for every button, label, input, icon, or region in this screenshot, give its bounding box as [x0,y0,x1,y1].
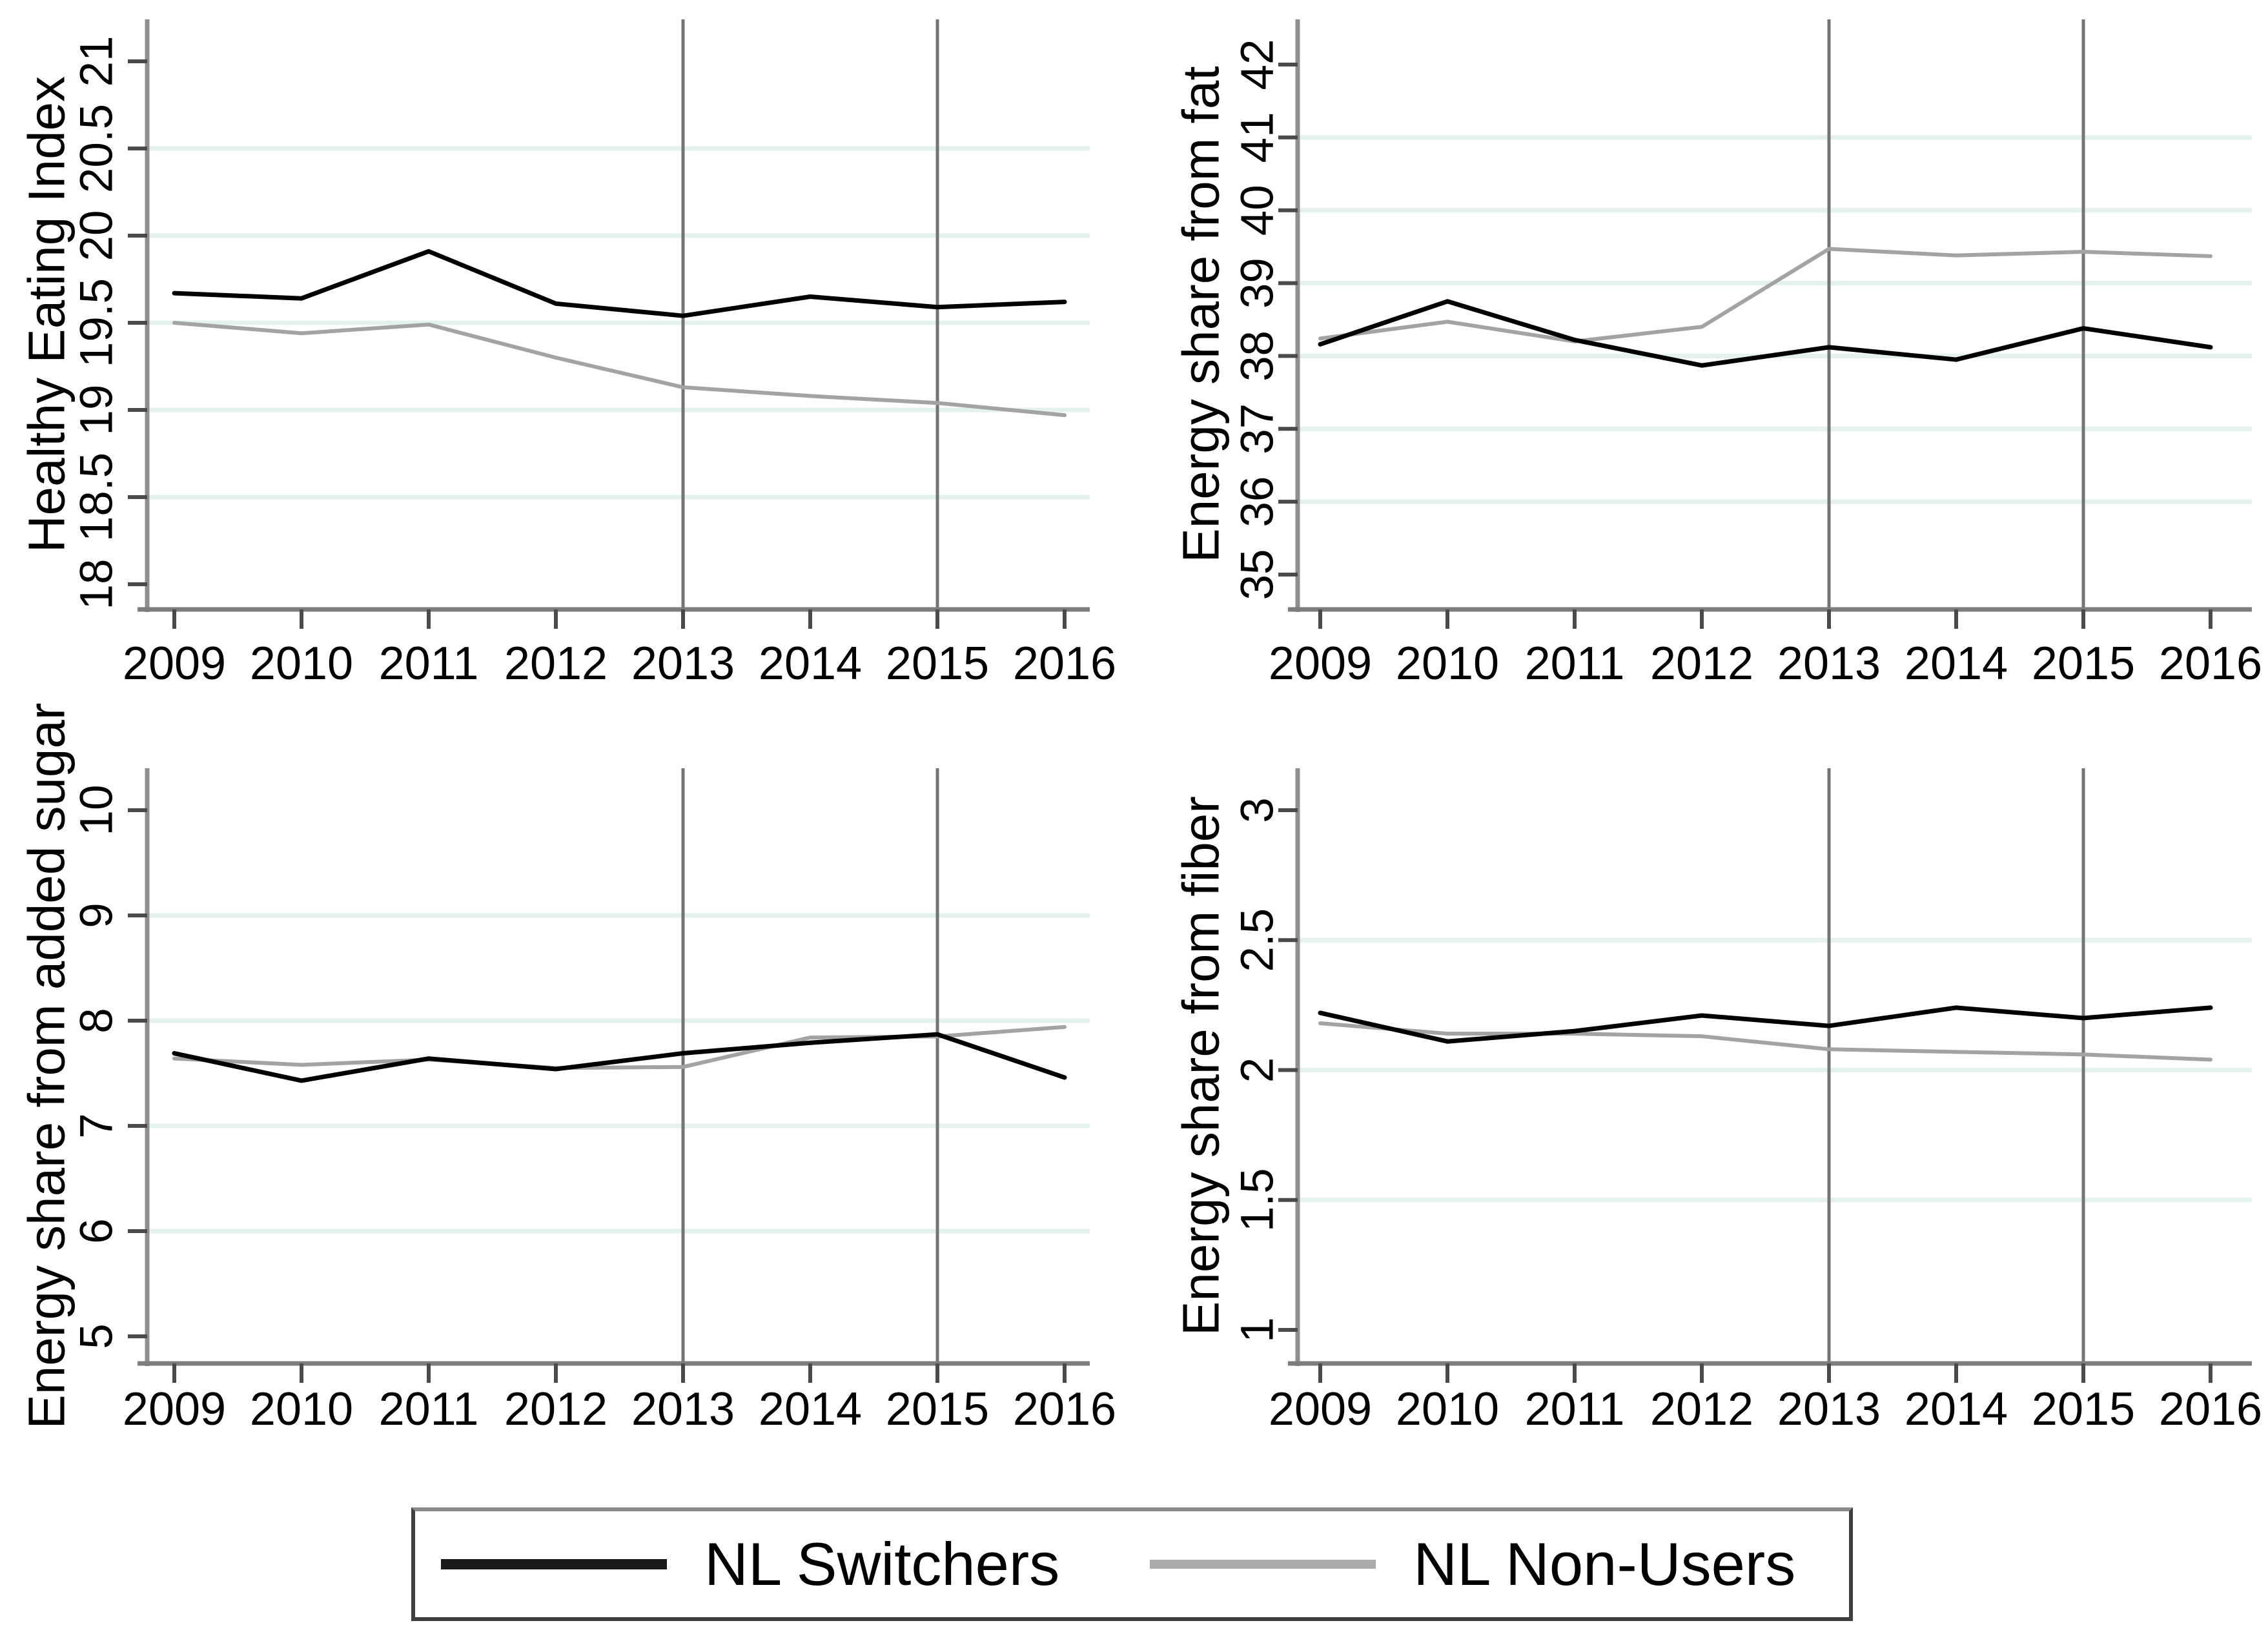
legend-label-nl-switchers: NL Switchers [704,1530,1060,1598]
y-axis-title-energy-share-from-fat: Energy share from fat [1172,66,1230,562]
y-axis-title-energy-share-from-fiber: Energy share from fiber [1172,796,1230,1336]
nl-non-users-line-sample [1150,1560,1376,1569]
x-tick-label: 2013 [631,1383,735,1435]
x-tick-label: 2012 [504,1383,608,1435]
y-tick-label: 36 [1232,476,1283,527]
x-tick-label: 2014 [1905,1383,2008,1435]
x-tick-label: 2010 [1396,1383,1499,1435]
y-tick-label: 1.5 [1232,1168,1283,1232]
x-tick-label: 2015 [886,1383,989,1435]
x-tick-label: 2010 [250,638,353,689]
y-tick-label: 9 [72,903,123,928]
y-tick-label: 7 [72,1113,123,1139]
line-nl-non-users [1318,1021,2212,1062]
y-tick-label: 8 [72,1008,123,1034]
x-tick-label: 2010 [250,1383,353,1435]
y-tick-label: 2.5 [1232,908,1283,972]
y-tick-label: 10 [72,785,123,836]
x-tick-label: 2016 [2159,1383,2262,1435]
x-tick-label: 2015 [2032,638,2135,689]
x-tick-label: 2014 [759,1383,862,1435]
y-tick-label: 18.5 [72,453,123,542]
y-tick-label: 41 [1232,112,1283,163]
x-tick-label: 2013 [1777,1383,1881,1435]
y-tick-label: 20.5 [72,104,123,193]
y-tick-label: 40 [1232,185,1283,236]
x-tick-label: 2009 [1269,638,1372,689]
y-tick-label: 20 [72,210,123,261]
nl-switchers-line-sample [441,1559,667,1569]
y-tick-label: 1 [1232,1317,1283,1343]
legend-item-nl-switchers: NL Switchers [441,1534,1059,1595]
legend: NL Switchers NL Non-Users [411,1507,1853,1621]
y-tick-label: 38 [1232,331,1283,382]
line-nl-non-users [1318,247,2212,343]
line-nl-switchers [1318,299,2213,368]
y-tick-label: 5 [72,1323,123,1349]
legend-item-nl-non-users: NL Non-Users [1150,1534,1795,1595]
x-tick-label: 2016 [2159,638,2262,689]
y-axis-title-healthy-eating-index: Healthy Eating Index [18,76,76,553]
y-tick-label: 6 [72,1218,123,1244]
y-tick-label: 3 [1232,797,1283,823]
legend-label-nl-non-users: NL Non-Users [1413,1530,1796,1598]
x-tick-label: 2014 [1905,638,2008,689]
y-tick-label: 35 [1232,549,1283,600]
panel-energy-share-from-fat: 35 36 37 38 39 40 41 42 2009 2010 2011 2012 2013 2014… [1172,19,2262,689]
x-tick-label: 2012 [1650,1383,1753,1435]
y-tick-label: 42 [1232,39,1283,90]
x-tick-label: 2012 [504,638,608,689]
line-nl-non-users [172,321,1067,418]
panel-healthy-eating-index: 18 18.5 19 19.5 20 20.5 21 2009 2010 2011 2012 2013… [18,19,1116,689]
x-tick-label: 2011 [379,638,479,689]
y-tick-label: 39 [1232,258,1283,309]
y-axis-title-energy-share-from-added-sugar: Energy share from added sugar [18,702,76,1429]
x-tick-label: 2009 [123,1383,226,1435]
y-tick-label: 18 [72,559,123,610]
x-tick-label: 2011 [379,1383,479,1435]
y-tick-label: 19.5 [72,278,123,367]
y-tick-label: 21 [72,36,123,87]
x-tick-label: 2011 [1525,638,1625,689]
panel-energy-share-from-added-sugar: 5 6 7 8 9 10 2009 2010 2011 2012 2013 2014 2015 2016 E… [18,702,1117,1435]
x-tick-label: 2011 [1525,1383,1625,1435]
x-tick-label: 2010 [1396,638,1499,689]
y-tick-label: 37 [1232,403,1283,454]
x-tick-label: 2016 [1013,638,1116,689]
x-tick-label: 2009 [1269,1383,1372,1435]
x-tick-label: 2015 [2032,1383,2135,1435]
x-tick-label: 2012 [1650,638,1753,689]
line-nl-switchers [172,1032,1067,1083]
x-tick-label: 2009 [123,638,226,689]
y-tick-label: 19 [72,385,123,436]
x-tick-label: 2013 [631,638,735,689]
line-nl-switchers [1318,1005,2213,1044]
panel-energy-share-from-fiber: 1 1.5 2 2.5 3 2009 2010 2011 2012 2013 2014 2015 201… [1172,768,2262,1435]
line-nl-switchers [172,249,1067,318]
x-tick-label: 2013 [1777,638,1881,689]
x-tick-label: 2014 [759,638,862,689]
x-tick-label: 2015 [886,638,989,689]
x-tick-label: 2016 [1013,1383,1116,1435]
y-tick-label: 2 [1232,1057,1283,1083]
